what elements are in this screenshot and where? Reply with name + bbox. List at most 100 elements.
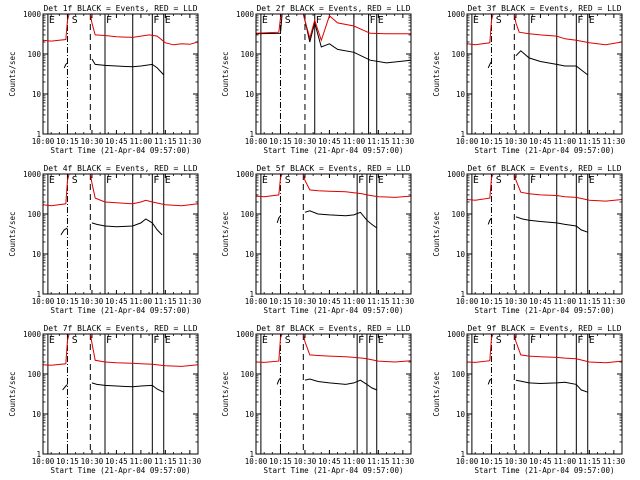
marker-label: E — [589, 15, 595, 26]
marker-label: F — [153, 175, 159, 186]
events-series-line — [304, 378, 377, 391]
marker-label: E — [262, 175, 268, 186]
x-tick-label: 10:30 — [81, 457, 104, 466]
x-tick-label: 11:00 — [130, 297, 153, 306]
marker-label: F — [368, 335, 374, 346]
y-tick-label: 10 — [245, 90, 255, 99]
x-tick-label: 10:45 — [318, 137, 341, 146]
x-tick-label: 10:15 — [480, 457, 503, 466]
chart-panel: Det 2f BLACK = Events, RED = LLD 1 10 100 10… — [221, 4, 415, 155]
x-tick-label: 10:15 — [56, 137, 79, 146]
y-tick-label: 10 — [456, 410, 466, 419]
y-tick-label: 100 — [27, 210, 41, 219]
x-tick-label: 11:30 — [179, 457, 202, 466]
x-tick-label: 10:30 — [505, 137, 528, 146]
x-tick-label: 10:15 — [269, 457, 292, 466]
y-tick-label: 1 — [249, 290, 254, 299]
x-tick-label: 11:00 — [343, 297, 366, 306]
x-tick-label: 10:00 — [245, 137, 268, 146]
lld-series-line — [467, 14, 622, 46]
x-tick-label: 10:15 — [269, 297, 292, 306]
x-tick-label: 11:15 — [367, 137, 390, 146]
x-tick-label: 11:15 — [578, 457, 601, 466]
chart-title: Det 2f BLACK = Events, RED = LLD — [256, 4, 410, 13]
plot-frame — [466, 333, 623, 455]
y-tick-label: 1000 — [447, 330, 466, 339]
marker-label: E — [473, 335, 479, 346]
x-tick-label: 11:15 — [154, 137, 177, 146]
plot-frame — [42, 13, 199, 135]
x-axis-label: Start Time (21-Apr-04 09:57:00) — [475, 146, 615, 155]
y-tick-label: 100 — [451, 370, 465, 379]
y-tick-label: 1000 — [236, 10, 255, 19]
events-series-line — [276, 377, 281, 385]
y-tick-label: 10 — [245, 250, 255, 259]
y-tick-label: 10 — [32, 250, 42, 259]
y-tick-label: 1 — [249, 130, 254, 139]
x-tick-label: 10:00 — [32, 457, 55, 466]
lld-series-line — [43, 334, 198, 367]
x-tick-label: 10:45 — [105, 457, 128, 466]
lld-series-line — [256, 334, 411, 363]
marker-label: E — [49, 175, 55, 186]
y-tick-label: 100 — [27, 50, 41, 59]
y-axis-label: Counts/sec — [221, 211, 230, 256]
x-tick-label: 11:30 — [179, 297, 202, 306]
events-series-line — [515, 50, 589, 76]
marker-label: F — [577, 15, 583, 26]
marker-label: F — [368, 175, 374, 186]
x-tick-label: 11:15 — [367, 457, 390, 466]
events-series-line — [487, 217, 492, 225]
marker-label: F — [106, 175, 112, 186]
x-tick-label: 10:15 — [56, 457, 79, 466]
x-tick-label: 10:00 — [456, 297, 479, 306]
x-tick-label: 11:00 — [554, 137, 577, 146]
x-tick-label: 11:00 — [554, 297, 577, 306]
x-tick-label: 11:00 — [343, 457, 366, 466]
x-tick-label: 10:45 — [318, 457, 341, 466]
y-tick-label: 10 — [32, 410, 42, 419]
plot-frame — [255, 173, 412, 295]
marker-label: E — [378, 15, 384, 26]
chart-title: Det 4f BLACK = Events, RED = LLD — [43, 164, 197, 173]
marker-label: F — [577, 335, 583, 346]
x-tick-label: 11:30 — [179, 137, 202, 146]
y-axis-label: Counts/sec — [432, 51, 441, 96]
plot-frame — [255, 13, 412, 135]
marker-label: E — [473, 175, 479, 186]
y-tick-label: 100 — [240, 370, 254, 379]
x-axis-label: Start Time (21-Apr-04 09:57:00) — [51, 466, 191, 475]
events-series-line — [91, 382, 164, 393]
y-axis-label: Counts/sec — [221, 371, 230, 416]
events-series-line — [487, 378, 492, 385]
chart-panel: Det 8f BLACK = Events, RED = LLD 1 10 100 10… — [221, 324, 415, 475]
y-tick-label: 1000 — [447, 170, 466, 179]
x-axis-label: Start Time (21-Apr-04 09:57:00) — [264, 306, 404, 315]
lld-series-line — [256, 174, 411, 198]
x-tick-label: 11:30 — [603, 457, 626, 466]
y-tick-label: 1000 — [447, 10, 466, 19]
y-axis-label: Counts/sec — [8, 211, 17, 256]
x-axis-label: Start Time (21-Apr-04 09:57:00) — [51, 146, 191, 155]
x-axis-label: Start Time (21-Apr-04 09:57:00) — [475, 306, 615, 315]
y-axis-label: Counts/sec — [221, 51, 230, 96]
y-tick-label: 10 — [456, 250, 466, 259]
x-tick-label: 11:30 — [392, 457, 415, 466]
x-tick-label: 10:30 — [294, 137, 317, 146]
marker-label: E — [165, 175, 171, 186]
y-tick-label: 1 — [36, 130, 41, 139]
y-tick-label: 1 — [249, 450, 254, 459]
marker-label: S — [72, 175, 78, 186]
y-tick-label: 1 — [460, 290, 465, 299]
marker-label: F — [577, 175, 583, 186]
events-series-line — [515, 216, 588, 233]
y-axis-label: Counts/sec — [432, 211, 441, 256]
marker-label: F — [358, 335, 364, 346]
x-tick-label: 11:30 — [603, 137, 626, 146]
chart-panel: Det 6f BLACK = Events, RED = LLD 1 10 100 10… — [432, 164, 626, 315]
chart-title: Det 8f BLACK = Events, RED = LLD — [256, 324, 410, 333]
events-series-line — [256, 14, 411, 64]
y-tick-label: 10 — [456, 90, 466, 99]
x-tick-label: 11:15 — [578, 297, 601, 306]
